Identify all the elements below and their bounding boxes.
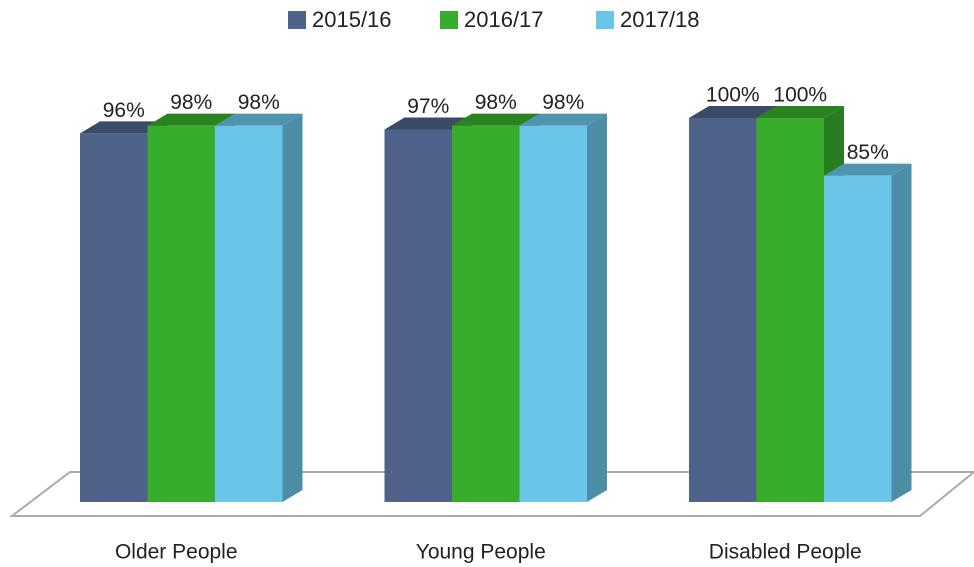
- legend-swatch: [288, 11, 306, 29]
- value-label: 100%: [773, 84, 827, 107]
- bar-top: [80, 121, 168, 134]
- value-label: 98%: [170, 91, 212, 114]
- value-label: 98%: [542, 91, 584, 114]
- bar: [689, 118, 757, 502]
- value-label: 98%: [475, 91, 517, 114]
- bar-side: [891, 163, 912, 502]
- legend-label: 2017/18: [620, 7, 700, 32]
- bar-side: [282, 113, 303, 503]
- x-tick-label: Young People: [416, 541, 546, 564]
- bar-top: [824, 163, 912, 176]
- x-tick-label: Disabled People: [709, 541, 862, 564]
- value-label: 97%: [407, 95, 449, 118]
- bar: [80, 133, 148, 503]
- legend-label: 2015/16: [312, 7, 392, 32]
- bar-top: [215, 113, 303, 126]
- value-label: 98%: [238, 91, 280, 114]
- bar: [824, 175, 892, 502]
- legend-swatch: [596, 11, 614, 29]
- bar: [147, 125, 215, 503]
- bar-side: [587, 113, 607, 503]
- bar: [519, 125, 587, 503]
- x-tick-label: Older People: [115, 541, 238, 564]
- value-label: 85%: [847, 141, 889, 164]
- bar: [215, 125, 283, 503]
- legend-swatch: [440, 11, 458, 29]
- bar-top: [452, 113, 540, 126]
- bar: [452, 125, 520, 503]
- bar: [756, 118, 824, 502]
- bar-top: [384, 117, 472, 130]
- legend-label: 2016/17: [464, 7, 544, 32]
- bar-top: [756, 106, 844, 118]
- bar-top: [147, 113, 235, 126]
- bar-top: [519, 113, 607, 126]
- bar-top: [689, 106, 777, 118]
- bar: [384, 129, 452, 502]
- value-label: 96%: [103, 99, 145, 122]
- value-label: 100%: [706, 84, 760, 107]
